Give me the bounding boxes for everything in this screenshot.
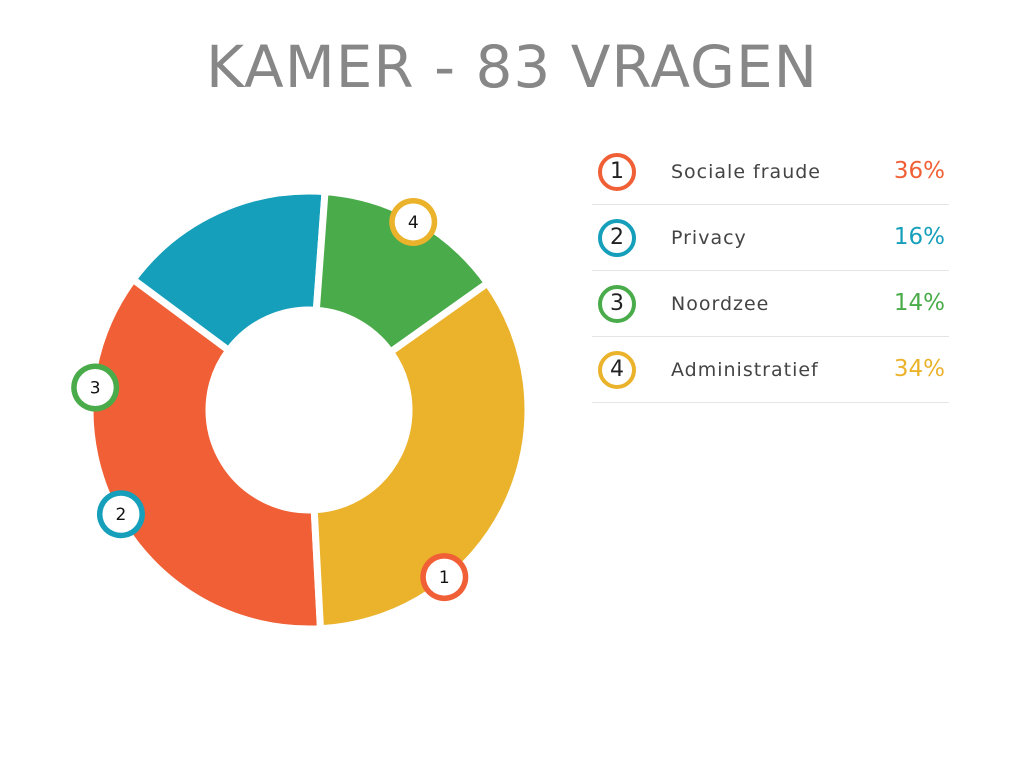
donut-slice-1 bbox=[86, 274, 325, 633]
legend-label-administratief: Administratief bbox=[671, 359, 819, 381]
chart-legend: 1 Sociale fraude 36% 2 Privacy 16% 3 Noo… bbox=[592, 139, 949, 403]
legend-label-sociale-fraude: Sociale fraude bbox=[671, 161, 821, 183]
slice-badge-label-2: 2 bbox=[116, 505, 127, 525]
slice-badge-label-3: 3 bbox=[90, 379, 101, 399]
slice-badge-4 bbox=[394, 203, 432, 241]
legend-value-privacy: 16% bbox=[893, 224, 945, 250]
legend-value-noordzee: 14% bbox=[893, 290, 945, 316]
legend-value-sociale-fraude: 36% bbox=[893, 158, 945, 184]
slice-badge-3 bbox=[76, 369, 114, 407]
slice-badge-2 bbox=[102, 495, 140, 533]
donut-slice-4 bbox=[310, 278, 532, 633]
legend-item-noordzee: 3 Noordzee 14% bbox=[592, 271, 949, 337]
donut-slice-2 bbox=[128, 187, 329, 356]
legend-label-noordzee: Noordzee bbox=[671, 293, 770, 315]
slice-badge-label-4: 4 bbox=[408, 213, 419, 233]
slice-badge-label-1: 1 bbox=[439, 568, 450, 588]
legend-label-privacy: Privacy bbox=[671, 227, 747, 249]
slice-badge-1 bbox=[425, 558, 463, 596]
legend-item-sociale-fraude: 1 Sociale fraude 36% bbox=[592, 139, 949, 205]
legend-item-privacy: 2 Privacy 16% bbox=[592, 205, 949, 271]
legend-value-administratief: 34% bbox=[893, 356, 945, 382]
legend-item-administratief: 4 Administratief 34% bbox=[592, 337, 949, 403]
legend-marker-3: 3 bbox=[598, 285, 636, 323]
chart-title: KAMER - 83 VRAGEN bbox=[206, 33, 818, 101]
legend-marker-4: 4 bbox=[598, 351, 636, 389]
legend-marker-2: 2 bbox=[598, 219, 636, 257]
legend-marker-1: 1 bbox=[598, 153, 636, 191]
donut-chart: 1 2 3 4 bbox=[71, 187, 532, 633]
